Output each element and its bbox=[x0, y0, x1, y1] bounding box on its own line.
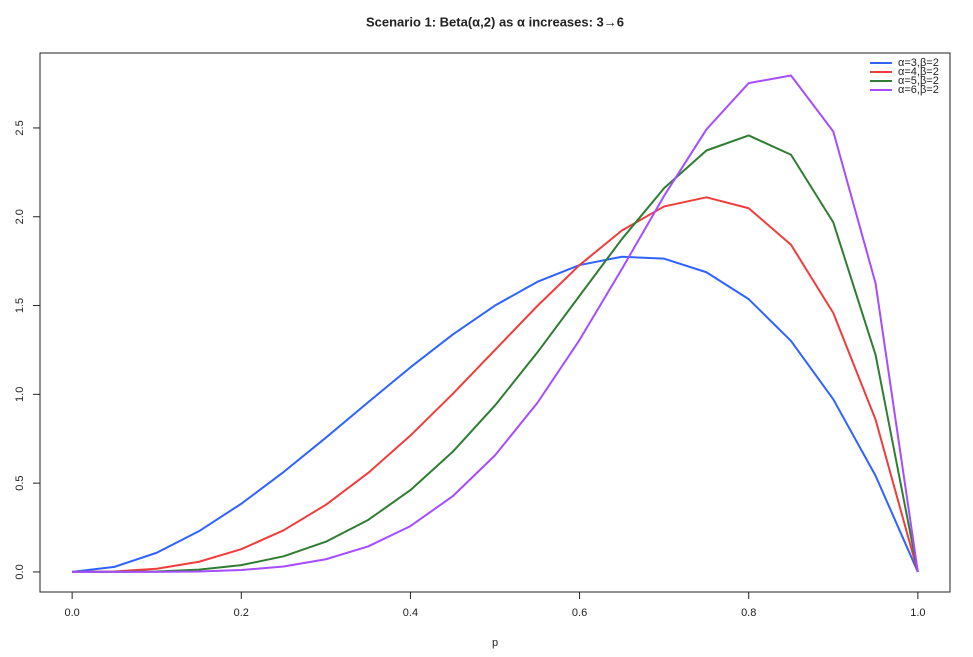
legend-label: α=6,β=2 bbox=[898, 84, 939, 96]
x-axis-label: p bbox=[492, 637, 498, 649]
legend-label: α=4,β=2 bbox=[898, 66, 939, 78]
legend-label: α=5,β=2 bbox=[898, 75, 939, 87]
chart-title: Scenario 1: Beta(α,2) as α increases: 3→… bbox=[366, 14, 624, 29]
series-line bbox=[72, 74, 919, 573]
y-tick-label: 0.0 bbox=[14, 564, 26, 579]
series-line bbox=[72, 255, 919, 573]
series-line bbox=[72, 134, 919, 573]
y-tick-label: 1.5 bbox=[14, 298, 26, 313]
y-tick-label: 0.5 bbox=[14, 475, 26, 490]
x-tick-label: 1.0 bbox=[910, 607, 925, 619]
y-tick-label: 2.5 bbox=[14, 120, 26, 135]
x-tick-label: 0.0 bbox=[64, 607, 79, 619]
x-tick-label: 0.4 bbox=[403, 607, 418, 619]
legend-label: α=3,β=2 bbox=[898, 57, 939, 69]
x-tick-label: 0.2 bbox=[234, 607, 249, 619]
y-tick-label: 1.0 bbox=[14, 387, 26, 402]
series-line bbox=[72, 196, 919, 573]
plot-frame bbox=[39, 52, 951, 593]
x-tick-label: 0.6 bbox=[572, 607, 587, 619]
x-tick-label: 0.8 bbox=[741, 607, 756, 619]
y-tick-label: 2.0 bbox=[14, 209, 26, 224]
